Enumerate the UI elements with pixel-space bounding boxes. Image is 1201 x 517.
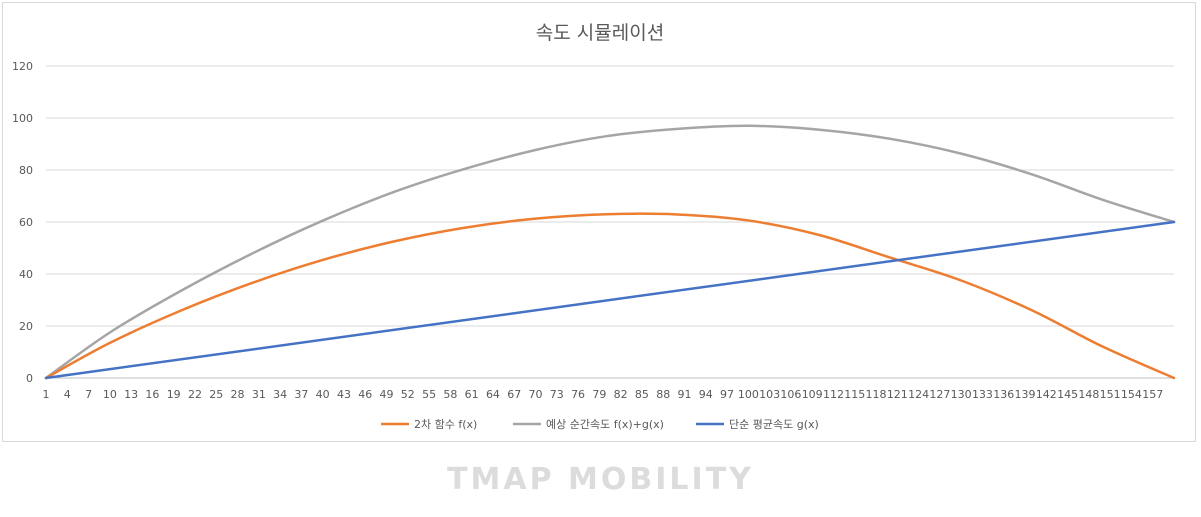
x-tick-label: 115 <box>844 388 865 401</box>
y-tick-label: 40 <box>19 268 33 281</box>
legend-label: 예상 순간속도 f(x)+g(x) <box>546 418 664 431</box>
x-tick-label: 31 <box>252 388 266 401</box>
legend-label: 2차 함수 f(x) <box>414 418 477 431</box>
y-tick-label: 100 <box>12 112 33 125</box>
x-tick-label: 88 <box>656 388 670 401</box>
x-tick-label: 10 <box>103 388 117 401</box>
x-tick-label: 142 <box>1036 388 1057 401</box>
x-tick-label: 151 <box>1100 388 1121 401</box>
x-tick-label: 67 <box>507 388 521 401</box>
x-tick-label: 91 <box>677 388 691 401</box>
x-tick-label: 16 <box>145 388 159 401</box>
x-tick-label: 100 <box>738 388 759 401</box>
x-tick-label: 103 <box>759 388 780 401</box>
chart-frame: 속도 시뮬레이션 0 20 40 60 80 100 120 1 4 7 10 13 16 19 22 25 28… <box>2 2 1196 442</box>
x-tick-label: 37 <box>294 388 308 401</box>
x-tick-label: 133 <box>972 388 993 401</box>
series-line <box>44 124 1176 380</box>
legend-label: 단순 평균속도 g(x) <box>729 418 819 431</box>
x-tick-label: 40 <box>316 388 330 401</box>
x-tick-label: 22 <box>188 388 202 401</box>
y-tick-label: 60 <box>19 216 33 229</box>
x-tick-label: 13 <box>124 388 138 401</box>
x-tick-label: 94 <box>699 388 713 401</box>
x-tick-label: 154 <box>1121 388 1142 401</box>
x-tick-label: 25 <box>209 388 223 401</box>
x-tick-label: 61 <box>465 388 479 401</box>
x-tick-label: 145 <box>1057 388 1078 401</box>
x-tick-label: 106 <box>780 388 801 401</box>
x-tick-label: 157 <box>1142 388 1163 401</box>
y-tick-label: 20 <box>19 320 33 333</box>
chart-title: 속도 시뮬레이션 <box>536 22 664 44</box>
x-tick-label: 4 <box>64 388 71 401</box>
x-tick-label: 7 <box>85 388 92 401</box>
x-tick-label: 1 <box>43 388 50 401</box>
x-tick-label: 43 <box>337 388 351 401</box>
x-tick-label: 76 <box>571 388 585 401</box>
x-tick-label: 70 <box>529 388 543 401</box>
x-tick-label: 109 <box>802 388 823 401</box>
line-chart: 속도 시뮬레이션 0 20 40 60 80 100 120 1 4 7 10 13 16 19 22 25 28… <box>12 22 1176 431</box>
x-tick-label: 28 <box>231 388 245 401</box>
x-tick-label: 46 <box>358 388 372 401</box>
x-tick-label: 112 <box>823 388 844 401</box>
x-tick-label: 124 <box>908 388 929 401</box>
y-tick-label: 120 <box>12 60 33 73</box>
x-tick-label: 127 <box>929 388 950 401</box>
x-tick-label: 85 <box>635 388 649 401</box>
x-tick-label: 148 <box>1078 388 1099 401</box>
x-tick-label: 82 <box>614 388 628 401</box>
x-tick-label: 73 <box>550 388 564 401</box>
y-tick-label: 0 <box>26 372 33 385</box>
x-tick-label: 130 <box>951 388 972 401</box>
x-tick-label: 34 <box>273 388 287 401</box>
y-tick-label: 80 <box>19 164 33 177</box>
series-line <box>44 220 1176 380</box>
x-tick-label: 118 <box>866 388 887 401</box>
x-tick-label: 58 <box>443 388 457 401</box>
x-tick-label: 49 <box>380 388 394 401</box>
watermark: TMAP MOBILITY <box>447 462 754 497</box>
x-tick-label: 52 <box>401 388 415 401</box>
x-tick-label: 55 <box>422 388 436 401</box>
series-line <box>44 212 1176 380</box>
x-tick-label: 136 <box>993 388 1014 401</box>
x-tick-label: 19 <box>167 388 181 401</box>
x-tick-label: 139 <box>1015 388 1036 401</box>
x-tick-label: 97 <box>720 388 734 401</box>
x-tick-label: 121 <box>887 388 908 401</box>
x-tick-label: 79 <box>592 388 606 401</box>
x-tick-label: 64 <box>486 388 500 401</box>
